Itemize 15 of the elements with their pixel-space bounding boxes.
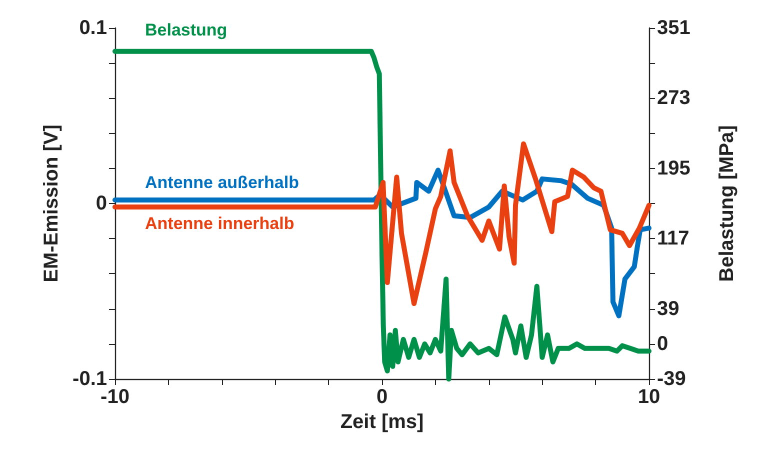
y-axis-title: EM-Emission [V] <box>40 124 63 282</box>
y2-tick-label: 273 <box>657 87 690 110</box>
series-label: Antenne außerhalb <box>145 172 299 192</box>
y2-axis-title: Belastung [MPa] <box>716 125 738 282</box>
y2-tick-label: 195 <box>657 157 690 180</box>
series-label: Belastung <box>145 20 228 40</box>
y2-tick-label: 117 <box>657 228 690 250</box>
y2-tick-label: 39 <box>657 298 680 320</box>
x-tick-label: 0 <box>376 386 388 408</box>
y-tick-label: 0.1 <box>79 17 107 39</box>
y-tick-label: 0 <box>96 192 107 214</box>
y2-tick-label: 351 <box>657 17 690 39</box>
x-axis-title: Zeit [ms] <box>340 410 424 433</box>
series-label: Antenne innerhalb <box>145 214 294 234</box>
y2-tick-label: 0 <box>657 332 668 355</box>
